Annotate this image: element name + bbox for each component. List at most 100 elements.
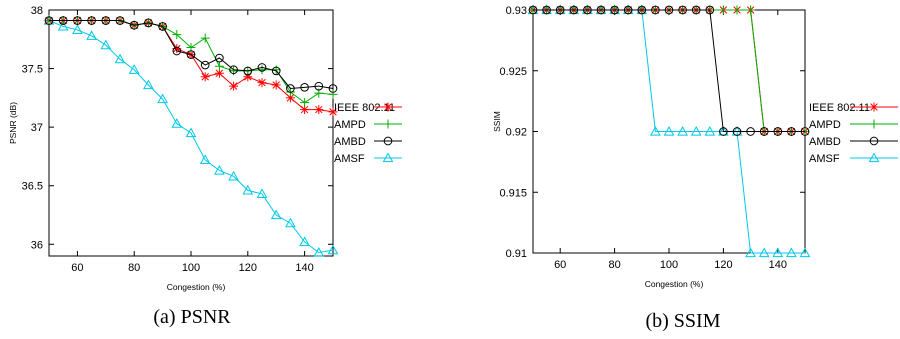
ssim-data-point bbox=[623, 5, 633, 15]
ssim-x-axis-label: Congestion (%) bbox=[645, 279, 704, 289]
ssim-ytick-label: 0.93 bbox=[506, 5, 527, 17]
psnr-data-point bbox=[271, 66, 281, 76]
ssim-legend-marker bbox=[869, 102, 879, 112]
psnr-data-point bbox=[328, 89, 338, 99]
ssim-ytick-label: 0.91 bbox=[506, 248, 527, 260]
psnr-data-point bbox=[328, 84, 338, 93]
ssim-data-point bbox=[799, 247, 811, 258]
ssim-data-point bbox=[583, 5, 592, 15]
ssim-ytick-label: 0.915 bbox=[499, 187, 527, 199]
psnr-legend-item: AMPD bbox=[334, 119, 402, 131]
ssim-y-axis-label: SSIM bbox=[492, 111, 502, 132]
psnr-xtick-label: 120 bbox=[239, 262, 257, 274]
psnr-xtick-label: 80 bbox=[128, 262, 140, 274]
ssim-ytick-label: 0.92 bbox=[506, 127, 527, 139]
ssim-data-point bbox=[800, 127, 810, 136]
psnr-data-point bbox=[228, 170, 239, 181]
psnr-data-point bbox=[72, 24, 83, 35]
ssim-data-point bbox=[650, 125, 661, 136]
psnr-data-point bbox=[44, 16, 54, 25]
psnr-legend: IEEE 802.11 AMPD AMBD AMSF bbox=[334, 102, 402, 165]
psnr-y-axis-label: PSNR (dB) bbox=[8, 102, 18, 144]
psnr-data-point bbox=[200, 33, 210, 43]
ssim-series-line bbox=[533, 9, 805, 132]
ssim-xtick-label: 80 bbox=[608, 259, 620, 271]
psnr-data-point bbox=[172, 30, 182, 40]
psnr-data-point bbox=[199, 154, 211, 165]
ssim-data-point bbox=[663, 125, 675, 136]
psnr-data-point bbox=[144, 18, 153, 28]
ssim-data-point bbox=[773, 127, 783, 136]
ssim-data-point bbox=[596, 5, 606, 15]
psnr-ytick-label: 38 bbox=[31, 5, 43, 17]
psnr-data-point bbox=[299, 236, 310, 247]
psnr-xtick-label: 100 bbox=[182, 262, 200, 274]
psnr-series-ieee-802-11 bbox=[44, 16, 338, 117]
psnr-ytick-label: 36.5 bbox=[22, 181, 43, 193]
ssim-legend-item: AMBD bbox=[809, 136, 898, 148]
ssim-legend: IEEE 802.11 AMPD AMBD AMSF bbox=[809, 102, 898, 165]
ssim-legend-label: AMSF bbox=[809, 153, 840, 165]
psnr-ytick-label: 36 bbox=[31, 239, 43, 251]
psnr-data-point bbox=[243, 66, 253, 76]
ssim-data-point bbox=[690, 125, 702, 136]
psnr-data-point bbox=[271, 80, 281, 90]
ssim-data-point bbox=[610, 5, 619, 15]
ssim-legend-marker bbox=[869, 136, 879, 146]
psnr-data-point bbox=[242, 184, 254, 195]
psnr-ytick-label: 37.5 bbox=[22, 64, 43, 76]
psnr-data-point bbox=[215, 53, 224, 63]
ssim-xtick-label: 100 bbox=[660, 259, 678, 271]
psnr-data-point bbox=[256, 188, 268, 199]
ssim-data-point bbox=[542, 5, 551, 15]
ssim-data-point bbox=[745, 247, 756, 258]
psnr-data-point bbox=[171, 118, 183, 128]
ssim-data-point bbox=[732, 5, 742, 15]
psnr-data-point bbox=[172, 46, 182, 56]
ssim-data-point bbox=[664, 5, 674, 15]
ssim-data-point bbox=[746, 5, 756, 15]
ssim-legend-label: IEEE 802.11 bbox=[809, 102, 870, 114]
psnr-data-point bbox=[314, 81, 324, 91]
psnr-data-point bbox=[129, 20, 139, 30]
psnr-data-point bbox=[185, 127, 197, 138]
psnr-legend-label: AMPD bbox=[334, 119, 366, 131]
psnr-data-point bbox=[86, 30, 97, 40]
psnr-data-point bbox=[58, 16, 68, 25]
ssim-data-point bbox=[746, 127, 755, 136]
psnr-data-point bbox=[100, 39, 112, 50]
psnr-x-axis-label: Congestion (%) bbox=[167, 282, 226, 292]
psnr-data-point bbox=[186, 50, 196, 59]
psnr-data-point bbox=[200, 60, 210, 70]
ssim-data-point bbox=[718, 5, 728, 15]
psnr-plot-group: 60 80 100 120 140 36 36.5 37 37.5 38 Congestion (%… bbox=[8, 5, 402, 292]
psnr-data-point bbox=[214, 164, 225, 175]
ssim-legend-item: AMSF bbox=[809, 152, 898, 165]
ssim-series-ampd bbox=[528, 5, 810, 136]
psnr-legend-marker bbox=[383, 102, 393, 112]
psnr-data-point bbox=[101, 16, 111, 25]
ssim-data-point bbox=[555, 5, 565, 15]
psnr-xtick-label: 140 bbox=[295, 262, 313, 274]
ssim-data-point bbox=[732, 127, 742, 136]
psnr-legend-label: IEEE 802.11 bbox=[334, 102, 395, 114]
ssim-data-point bbox=[719, 127, 728, 136]
ssim-xtick-label: 120 bbox=[714, 259, 732, 271]
psnr-legend-marker bbox=[383, 119, 393, 129]
ssim-data-point bbox=[772, 247, 784, 258]
psnr-data-point bbox=[270, 209, 282, 220]
psnr-data-point bbox=[300, 98, 310, 108]
psnr-legend-marker bbox=[383, 136, 393, 146]
psnr-data-point bbox=[257, 78, 267, 88]
ssim-data-point bbox=[787, 127, 796, 136]
ssim-data-point bbox=[651, 5, 660, 15]
ssim-data-point bbox=[678, 5, 687, 15]
psnr-data-point bbox=[157, 93, 168, 104]
ssim-data-point bbox=[786, 247, 797, 258]
ssim-series-ambd bbox=[528, 5, 810, 136]
psnr-data-point bbox=[128, 64, 140, 74]
ssim-xtick-label: 60 bbox=[554, 259, 566, 271]
psnr-legend-marker bbox=[382, 152, 394, 163]
ssim-legend-marker bbox=[868, 152, 880, 163]
